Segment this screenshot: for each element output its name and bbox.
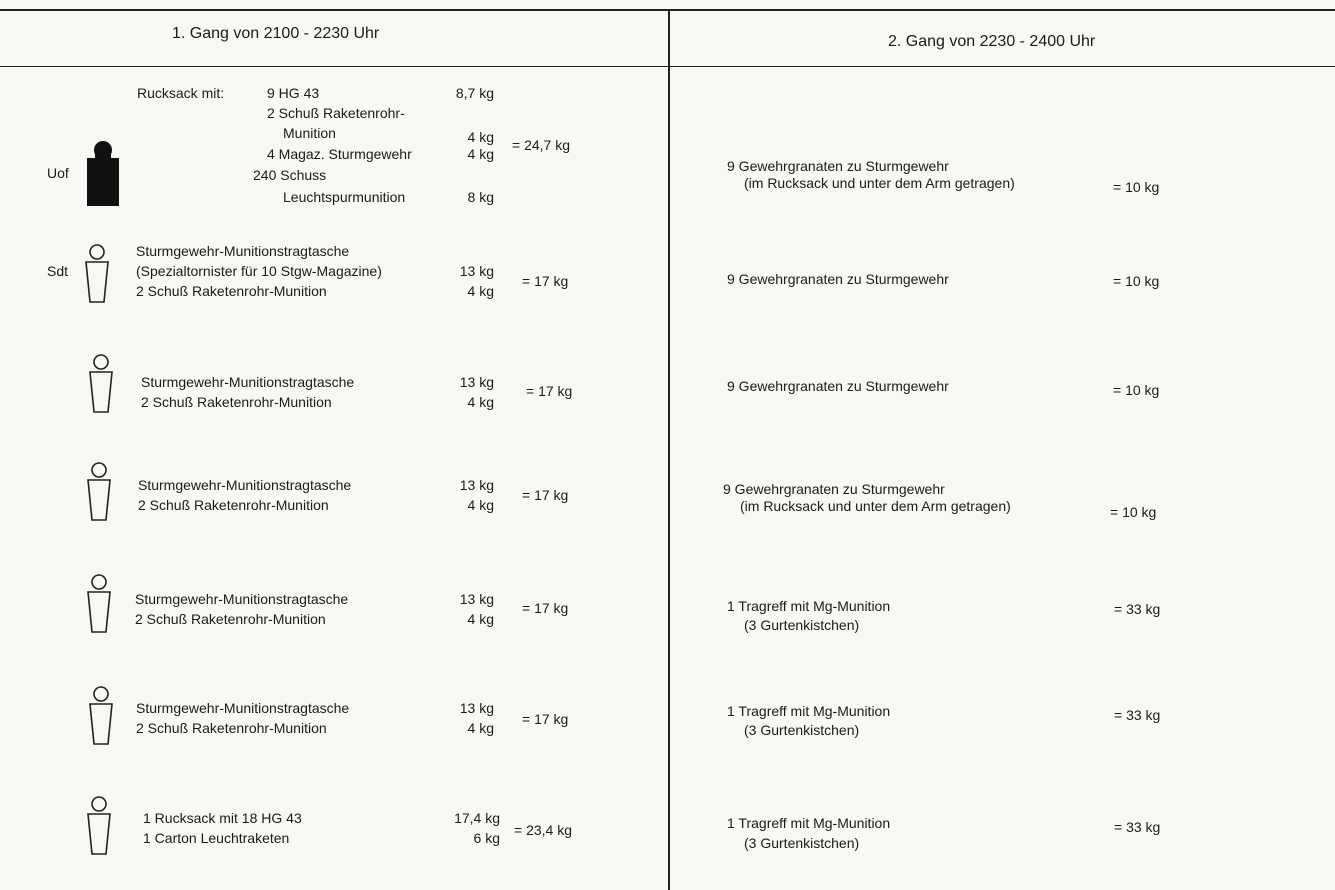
row-total: = 17 kg: [522, 273, 569, 289]
left-weight: 6 kg: [473, 830, 500, 846]
right-line: (im Rucksack und unter dem Arm getragen): [740, 498, 1011, 514]
right-line: (3 Gurtenkistchen): [744, 722, 860, 738]
left-weight: 4 kg: [467, 720, 494, 736]
item-name: 240 Schuss: [253, 167, 327, 183]
right-line: (im Rucksack und unter dem Arm getragen): [744, 175, 1015, 191]
item-weight: 8,7 kg: [455, 85, 494, 101]
left-line: 1 Rucksack mit 18 HG 43: [143, 810, 302, 826]
left-weight: 4 kg: [467, 283, 494, 299]
left-weight: 13 kg: [459, 591, 494, 607]
soldier-figure-outline-icon: [85, 244, 109, 303]
item-name: 2 Schuß Raketenrohr-: [267, 105, 405, 121]
right-total: = 10 kg: [1113, 382, 1160, 398]
header-rule: [0, 66, 1335, 67]
left-weight: 13 kg: [459, 477, 494, 493]
soldier-figure-outline-icon: [89, 686, 113, 745]
item-weight: 8 kg: [467, 189, 494, 205]
right-line: 1 Tragreff mit Mg-Munition: [727, 815, 891, 831]
left-line: Sturmgewehr-Munitionstragtasche: [136, 700, 350, 716]
column-divider: [668, 9, 670, 890]
soldier-figure-filled-icon: [87, 141, 119, 206]
left-line: 2 Schuß Raketenrohr-Munition: [135, 611, 326, 627]
left-line: (Spezialtornister für 10 Stgw-Magazine): [136, 263, 382, 279]
right-line: 9 Gewehrgranaten zu Sturmgewehr: [727, 378, 949, 394]
row-total: = 23,4 kg: [514, 822, 572, 838]
left-weight: 4 kg: [467, 394, 494, 410]
item-name: 4 Magaz. Sturmgewehr: [267, 146, 412, 162]
left-weight: 13 kg: [459, 374, 494, 390]
right-line: 9 Gewehrgranaten zu Sturmgewehr: [727, 158, 949, 174]
left-line: Sturmgewehr-Munitionstragtasche: [141, 374, 355, 390]
left-weight: 4 kg: [467, 611, 494, 627]
soldier-figure-outline-icon: [89, 354, 113, 413]
right-total: = 33 kg: [1114, 819, 1161, 835]
top-rule: [0, 9, 1335, 11]
left-line: 1 Carton Leuchtraketen: [143, 830, 290, 846]
right-total: = 33 kg: [1114, 707, 1161, 723]
column-header-second-shift: 2. Gang von 2230 - 2400 Uhr: [888, 33, 1096, 50]
right-line: 1 Tragreff mit Mg-Munition: [727, 598, 891, 614]
item-weight: 4 kg: [467, 146, 494, 162]
right-total: = 10 kg: [1113, 273, 1160, 289]
left-line: Sturmgewehr-Munitionstragtasche: [138, 477, 352, 493]
item-name: Munition: [283, 125, 336, 141]
row-total: = 17 kg: [522, 600, 569, 616]
column-header-first-shift: 1. Gang von 2100 - 2230 Uhr: [172, 25, 380, 42]
right-line: 9 Gewehrgranaten zu Sturmgewehr: [723, 481, 945, 497]
row-total: = 17 kg: [522, 487, 569, 503]
row-total: = 24,7 kg: [512, 137, 570, 153]
right-total: = 10 kg: [1110, 504, 1157, 520]
soldier-figure-outline-icon: [87, 462, 111, 521]
soldier-figure-outline-icon: [87, 796, 111, 855]
right-total: = 33 kg: [1114, 601, 1161, 617]
right-total: = 10 kg: [1113, 179, 1160, 195]
left-line: 2 Schuß Raketenrohr-Munition: [136, 720, 327, 736]
right-line: 1 Tragreff mit Mg-Munition: [727, 703, 891, 719]
rank-label-uof: Uof: [47, 165, 69, 181]
right-line: 9 Gewehrgranaten zu Sturmgewehr: [727, 271, 949, 287]
left-line: 2 Schuß Raketenrohr-Munition: [138, 497, 329, 513]
left-weight: 17,4 kg: [454, 810, 500, 826]
right-line: (3 Gurtenkistchen): [744, 617, 860, 633]
row-total: = 17 kg: [522, 711, 569, 727]
right-line: (3 Gurtenkistchen): [744, 835, 860, 851]
left-line: 2 Schuß Raketenrohr-Munition: [141, 394, 332, 410]
left-line: Sturmgewehr-Munitionstragtasche: [136, 243, 350, 259]
rank-label-sdt: Sdt: [47, 263, 69, 279]
left-weight: 4 kg: [467, 497, 494, 513]
rucksack-label: Rucksack mit:: [137, 85, 225, 101]
left-line: 2 Schuß Raketenrohr-Munition: [136, 283, 327, 299]
left-weight: 13 kg: [459, 700, 494, 716]
item-name: Leuchtspurmunition: [283, 189, 406, 205]
left-weight: 13 kg: [459, 263, 494, 279]
item-weight: 4 kg: [467, 129, 494, 145]
row-total: = 17 kg: [526, 383, 573, 399]
left-line: Sturmgewehr-Munitionstragtasche: [135, 591, 349, 607]
item-name: 9 HG 43: [267, 85, 320, 101]
soldier-figure-outline-icon: [87, 574, 111, 633]
